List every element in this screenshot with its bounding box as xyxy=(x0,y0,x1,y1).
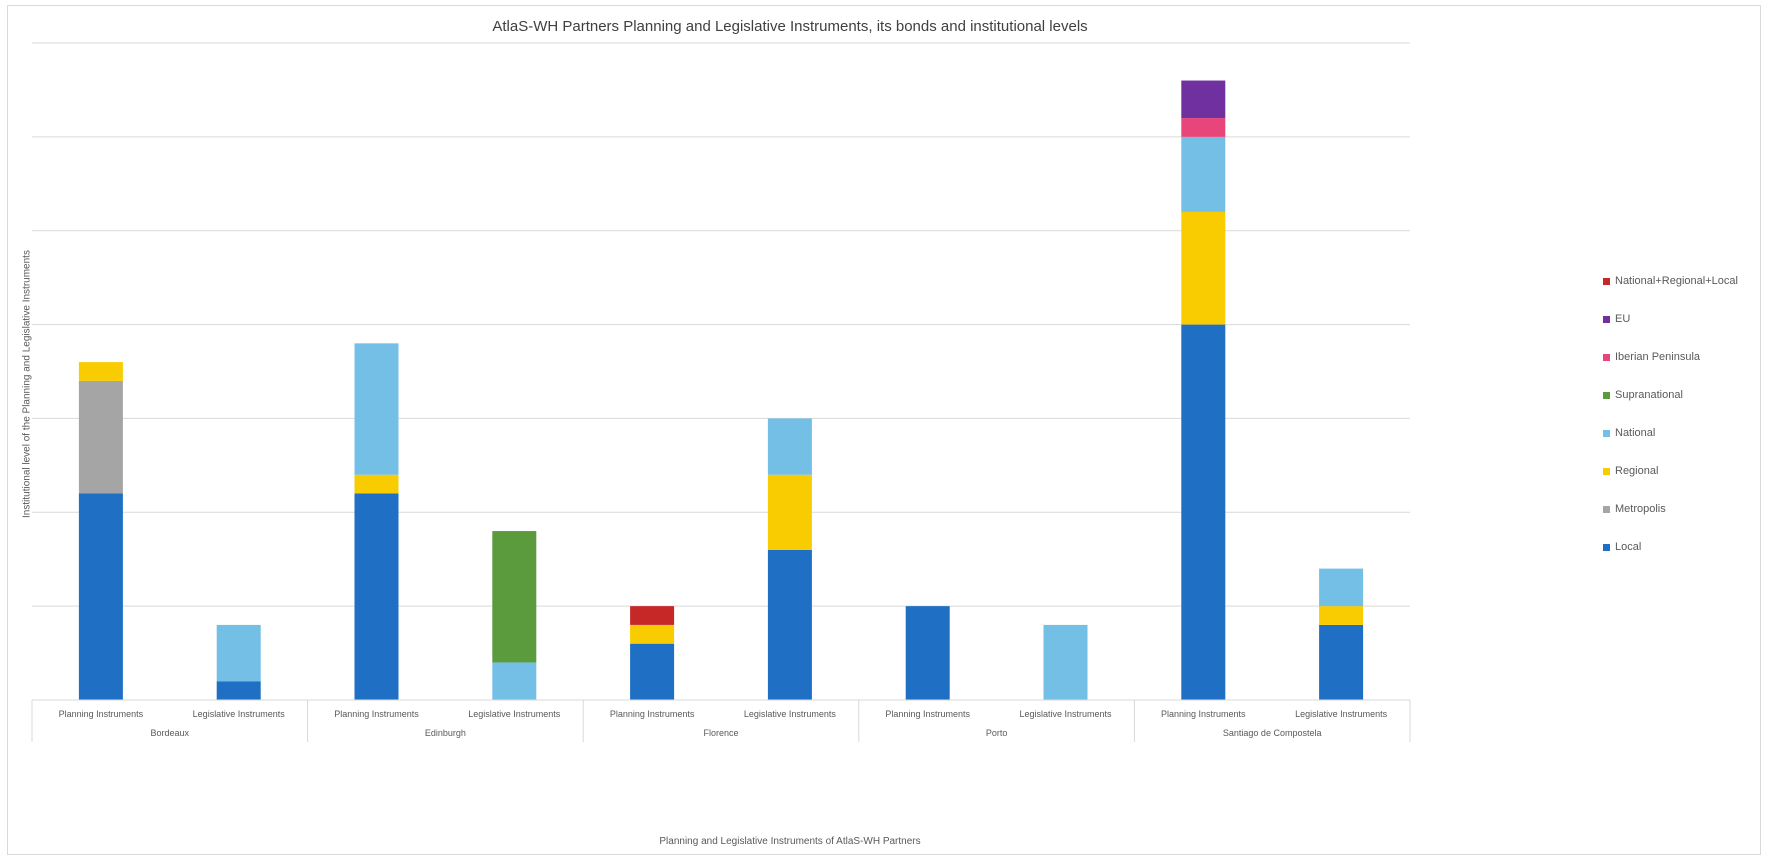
bar-segment-national xyxy=(492,662,537,700)
bar-segment-eu xyxy=(1181,80,1226,119)
bar-segment-regional xyxy=(767,474,812,550)
bar-segment-metropolis xyxy=(78,380,123,494)
x-tick-label: Legislative Instruments xyxy=(193,709,286,719)
bar-segment-local xyxy=(1319,624,1364,700)
bar-segment-local xyxy=(767,549,812,700)
legend-swatch xyxy=(1603,277,1610,285)
bar-segment-regional xyxy=(630,624,675,644)
legend-label: Regional xyxy=(1615,465,1659,477)
legend-item: National xyxy=(1603,414,1763,452)
bar-segment-local xyxy=(630,643,675,700)
bar-segment-national xyxy=(767,418,812,475)
group-label: Porto xyxy=(986,728,1008,738)
group-label: Florence xyxy=(703,728,738,738)
bar-segment-local xyxy=(905,606,950,700)
legend-label: EU xyxy=(1615,313,1631,325)
bar-segment-national xyxy=(1043,624,1088,700)
bar-segment-national-regional-local xyxy=(630,606,675,625)
legend-label: Metropolis xyxy=(1615,503,1666,515)
bar-segment-local xyxy=(216,681,261,700)
legend-label: Supranational xyxy=(1615,389,1683,401)
legend-label: National xyxy=(1615,427,1656,439)
chart-title: AtlaS-WH Partners Planning and Legislati… xyxy=(492,18,1088,35)
bar-segment-local xyxy=(354,493,399,700)
x-tick-label: Legislative Instruments xyxy=(744,709,837,719)
legend-swatch xyxy=(1603,543,1610,551)
x-axis-label: Planning and Legislative Instruments of … xyxy=(659,836,921,847)
group-label: Bordeaux xyxy=(151,728,190,738)
legend-swatch xyxy=(1603,505,1610,513)
legend-label: National+Regional+Local xyxy=(1615,275,1738,287)
bar-segment-regional xyxy=(78,362,123,381)
x-tick-label: Legislative Instruments xyxy=(1295,709,1388,719)
legend-item: National+Regional+Local xyxy=(1603,262,1763,300)
chart-frame xyxy=(7,5,1761,855)
legend-label: Iberian Peninsula xyxy=(1615,351,1701,363)
legend-swatch xyxy=(1603,467,1610,475)
legend-item: EU xyxy=(1603,300,1763,338)
legend-item: Iberian Peninsula xyxy=(1603,338,1763,376)
bar-segment-national xyxy=(1319,568,1364,607)
bar-segment-national xyxy=(1181,136,1226,212)
legend-item: Supranational xyxy=(1603,376,1763,414)
legend-swatch xyxy=(1603,353,1610,361)
x-tick-label: Planning Instruments xyxy=(885,709,970,719)
x-tick-label: Planning Instruments xyxy=(610,709,695,719)
legend-swatch xyxy=(1603,315,1610,323)
bar-segment-local xyxy=(1181,324,1226,700)
bar-segment-regional xyxy=(1181,211,1226,325)
x-tick-label: Planning Instruments xyxy=(59,709,144,719)
bar-segment-local xyxy=(78,493,123,700)
legend-swatch xyxy=(1603,429,1610,437)
bar-segment-national xyxy=(354,343,399,475)
bar-segment-national xyxy=(216,624,261,682)
x-tick-label: Legislative Instruments xyxy=(468,709,561,719)
group-label: Santiago de Compostela xyxy=(1223,728,1322,738)
legend: National+Regional+Local EU Iberian Peninsu… xyxy=(1603,262,1763,566)
x-tick-label: Planning Instruments xyxy=(1161,709,1246,719)
legend-item: Regional xyxy=(1603,452,1763,490)
legend-label: Local xyxy=(1615,541,1642,553)
legend-swatch xyxy=(1603,391,1610,399)
legend-item: Local xyxy=(1603,528,1763,566)
bar-segment-iberian-peninsula xyxy=(1181,118,1226,137)
bar-segment-supranational xyxy=(492,531,537,663)
x-tick-label: Planning Instruments xyxy=(334,709,419,719)
legend-item: Metropolis xyxy=(1603,490,1763,528)
bar-segment-regional xyxy=(1319,606,1364,625)
bar-segment-regional xyxy=(354,474,399,494)
group-label: Edinburgh xyxy=(425,728,466,738)
x-tick-label: Legislative Instruments xyxy=(1019,709,1112,719)
